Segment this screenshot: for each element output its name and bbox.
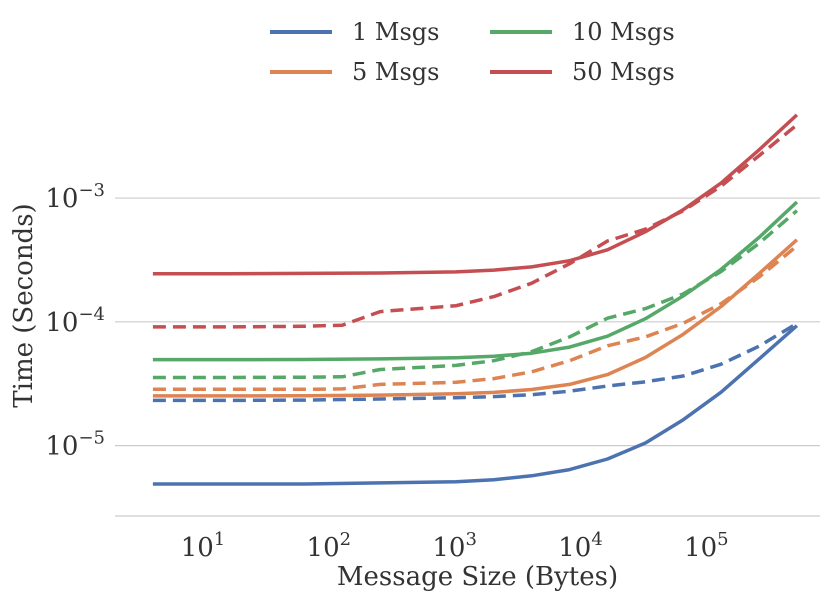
series-line-10-msgs-dashed [152,209,799,380]
series-line-10-msgs-solid [152,200,799,362]
y-tick-label: 10−3 [45,180,105,214]
legend-label: 1 Msgs [352,18,439,46]
series-line-5-msgs-solid [152,238,799,398]
tick-labels: 10−5 10−4 10−3 101 102 103 104 105 [45,180,728,563]
grid [115,197,820,447]
legend: 1 Msgs 5 Msgs 10 Msgs 50 Msgs [270,18,675,86]
x-tick-label: 105 [684,529,729,563]
axis-labels: Message Size (Bytes) Time (Seconds) [9,203,618,592]
y-axis-label: Time (Seconds) [9,203,39,407]
series-line-1-msgs-solid [152,324,799,486]
x-axis-label: Message Size (Bytes) [337,562,618,592]
legend-label: 5 Msgs [352,58,439,86]
y-tick-label: 10−4 [45,304,105,338]
legend-label: 50 Msgs [572,58,675,86]
x-tick-label: 101 [181,529,226,563]
x-tick-label: 102 [307,529,352,563]
series-line-5-msgs-dashed [152,244,799,392]
x-tick-label: 104 [558,529,603,563]
series-line-50-msgs-dashed [152,123,799,329]
legend-label: 10 Msgs [572,18,675,46]
x-tick-label: 103 [432,529,477,563]
series-line-1-msgs-dashed [152,321,798,403]
series-line-50-msgs-solid [152,113,799,276]
y-tick-label: 10−5 [45,428,105,462]
series-group [152,113,799,486]
